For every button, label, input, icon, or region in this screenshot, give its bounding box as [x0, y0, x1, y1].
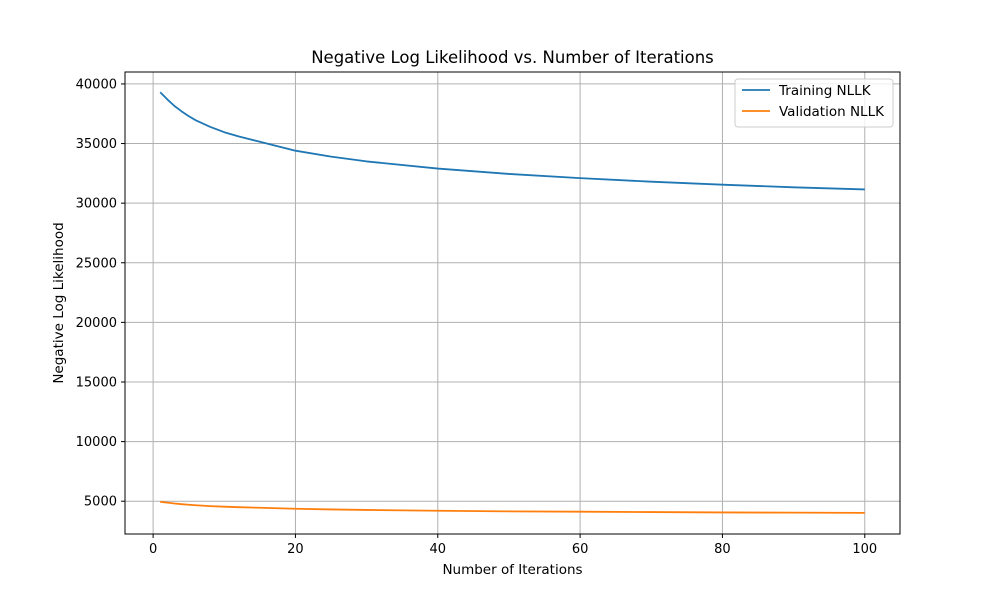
- series-lines: [159, 91, 865, 514]
- x-tick-label: 80: [714, 542, 731, 557]
- x-tick-label: 0: [149, 542, 157, 557]
- y-axis-ticks: 5000 10000 15000 20000 25000 30000 35000 40000: [76, 77, 125, 510]
- y-axis-label: Negative Log Likelihood: [51, 222, 67, 383]
- legend: Training NLLK Validation NLLK: [734, 78, 894, 128]
- y-tick-label: 20000: [76, 316, 117, 331]
- y-tick-label: 40000: [76, 77, 117, 92]
- y-tick-label: 10000: [76, 435, 117, 450]
- y-tick-label: 25000: [76, 256, 117, 271]
- x-tick-label: 100: [852, 542, 877, 557]
- y-tick-label: 30000: [76, 197, 117, 212]
- legend-entry-label: Training NLLK: [778, 83, 872, 99]
- series-line-2: [160, 500, 865, 514]
- legend-entry-label: Validation NLLK: [779, 104, 885, 120]
- y-tick-label: 35000: [76, 137, 117, 152]
- x-tick-label: 60: [572, 542, 589, 557]
- y-tick-label: 5000: [84, 495, 117, 510]
- x-axis-ticks: 0 20 40 60 80 100: [149, 534, 877, 557]
- plot-frame: [124, 71, 901, 535]
- x-tick-label: 20: [287, 542, 304, 557]
- grid-lines: [125, 72, 900, 534]
- chart-title: Negative Log Likelihood vs. Number of It…: [311, 48, 714, 67]
- x-tick-label: 40: [430, 542, 447, 557]
- legend-box: [734, 78, 894, 128]
- x-axis-label: Number of Iterations: [442, 562, 582, 578]
- series-line-1: [159, 91, 865, 191]
- y-tick-label: 15000: [76, 375, 117, 390]
